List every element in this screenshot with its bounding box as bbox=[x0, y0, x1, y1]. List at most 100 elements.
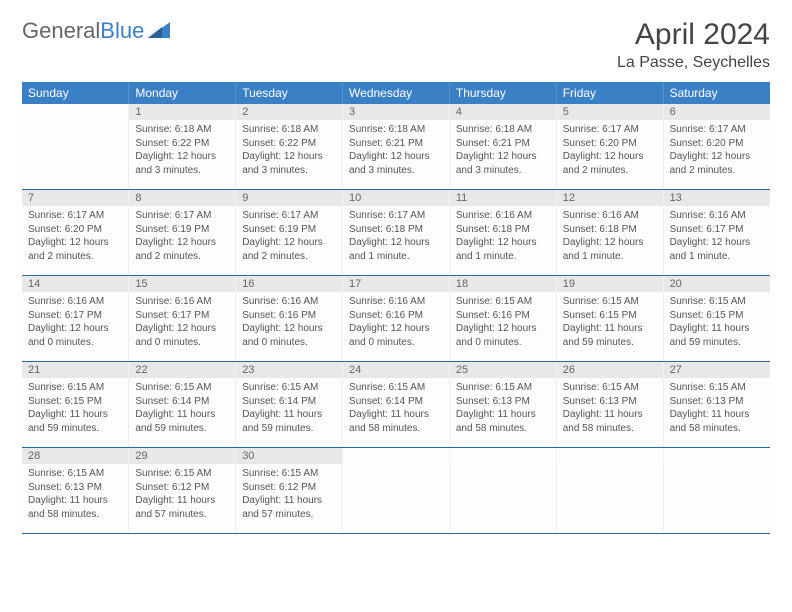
day-number: 1 bbox=[129, 104, 236, 120]
day-cell: Sunrise: 6:18 AMSunset: 6:22 PMDaylight:… bbox=[129, 120, 236, 190]
daylight-text: Daylight: 12 hours and 1 minute. bbox=[563, 236, 657, 263]
daylight-text: Daylight: 11 hours and 57 minutes. bbox=[135, 494, 229, 521]
day-number: 9 bbox=[236, 190, 343, 207]
sunrise-text: Sunrise: 6:16 AM bbox=[670, 209, 764, 223]
day-number: 22 bbox=[129, 362, 236, 379]
day-number: 21 bbox=[22, 362, 129, 379]
calendar-table: Sunday Monday Tuesday Wednesday Thursday… bbox=[22, 82, 770, 534]
sunset-text: Sunset: 6:17 PM bbox=[670, 223, 764, 237]
sunrise-text: Sunrise: 6:18 AM bbox=[135, 123, 229, 137]
day-cell: Sunrise: 6:15 AMSunset: 6:14 PMDaylight:… bbox=[129, 378, 236, 448]
sunrise-text: Sunrise: 6:15 AM bbox=[456, 381, 550, 395]
sunrise-text: Sunrise: 6:15 AM bbox=[670, 381, 764, 395]
day-cell: Sunrise: 6:16 AMSunset: 6:18 PMDaylight:… bbox=[449, 206, 556, 276]
day-number-row: 78910111213 bbox=[22, 190, 770, 207]
sunrise-text: Sunrise: 6:16 AM bbox=[456, 209, 550, 223]
day-content-row: Sunrise: 6:15 AMSunset: 6:15 PMDaylight:… bbox=[22, 378, 770, 448]
daylight-text: Daylight: 11 hours and 59 minutes. bbox=[135, 408, 229, 435]
sunset-text: Sunset: 6:17 PM bbox=[135, 309, 229, 323]
day-header: Wednesday bbox=[343, 82, 450, 104]
daylight-text: Daylight: 12 hours and 0 minutes. bbox=[242, 322, 336, 349]
day-content-row: Sunrise: 6:15 AMSunset: 6:13 PMDaylight:… bbox=[22, 464, 770, 534]
sunrise-text: Sunrise: 6:15 AM bbox=[456, 295, 550, 309]
day-number: 7 bbox=[22, 190, 129, 207]
sunrise-text: Sunrise: 6:15 AM bbox=[28, 467, 122, 481]
daylight-text: Daylight: 12 hours and 0 minutes. bbox=[456, 322, 550, 349]
day-header: Friday bbox=[556, 82, 663, 104]
daylight-text: Daylight: 11 hours and 59 minutes. bbox=[28, 408, 122, 435]
day-number: 20 bbox=[663, 276, 770, 293]
sunrise-text: Sunrise: 6:16 AM bbox=[563, 209, 657, 223]
day-number: 23 bbox=[236, 362, 343, 379]
sunset-text: Sunset: 6:14 PM bbox=[242, 395, 336, 409]
day-cell: Sunrise: 6:15 AMSunset: 6:13 PMDaylight:… bbox=[663, 378, 770, 448]
day-number: 14 bbox=[22, 276, 129, 293]
day-header: Thursday bbox=[449, 82, 556, 104]
sunset-text: Sunset: 6:17 PM bbox=[28, 309, 122, 323]
day-number bbox=[663, 448, 770, 465]
daylight-text: Daylight: 11 hours and 58 minutes. bbox=[563, 408, 657, 435]
day-cell bbox=[449, 464, 556, 534]
sunset-text: Sunset: 6:14 PM bbox=[135, 395, 229, 409]
sunset-text: Sunset: 6:22 PM bbox=[135, 137, 229, 151]
daylight-text: Daylight: 12 hours and 3 minutes. bbox=[135, 150, 229, 177]
day-cell: Sunrise: 6:16 AMSunset: 6:16 PMDaylight:… bbox=[343, 292, 450, 362]
daylight-text: Daylight: 12 hours and 1 minute. bbox=[670, 236, 764, 263]
sunrise-text: Sunrise: 6:15 AM bbox=[28, 381, 122, 395]
sunset-text: Sunset: 6:13 PM bbox=[563, 395, 657, 409]
day-number bbox=[556, 448, 663, 465]
sunrise-text: Sunrise: 6:17 AM bbox=[349, 209, 443, 223]
daylight-text: Daylight: 11 hours and 58 minutes. bbox=[456, 408, 550, 435]
day-cell: Sunrise: 6:15 AMSunset: 6:15 PMDaylight:… bbox=[22, 378, 129, 448]
daylight-text: Daylight: 12 hours and 2 minutes. bbox=[135, 236, 229, 263]
brand-logo: GeneralBlue bbox=[22, 18, 170, 44]
daylight-text: Daylight: 12 hours and 3 minutes. bbox=[456, 150, 550, 177]
daylight-text: Daylight: 12 hours and 3 minutes. bbox=[242, 150, 336, 177]
day-header: Tuesday bbox=[236, 82, 343, 104]
day-cell: Sunrise: 6:16 AMSunset: 6:17 PMDaylight:… bbox=[663, 206, 770, 276]
day-cell: Sunrise: 6:16 AMSunset: 6:17 PMDaylight:… bbox=[129, 292, 236, 362]
day-number: 13 bbox=[663, 190, 770, 207]
sunrise-text: Sunrise: 6:15 AM bbox=[349, 381, 443, 395]
sunrise-text: Sunrise: 6:17 AM bbox=[242, 209, 336, 223]
day-content-row: Sunrise: 6:17 AMSunset: 6:20 PMDaylight:… bbox=[22, 206, 770, 276]
sunrise-text: Sunrise: 6:18 AM bbox=[456, 123, 550, 137]
day-cell: Sunrise: 6:16 AMSunset: 6:17 PMDaylight:… bbox=[22, 292, 129, 362]
sunset-text: Sunset: 6:20 PM bbox=[670, 137, 764, 151]
day-number bbox=[449, 448, 556, 465]
daylight-text: Daylight: 12 hours and 2 minutes. bbox=[242, 236, 336, 263]
sunrise-text: Sunrise: 6:15 AM bbox=[135, 467, 229, 481]
sunset-text: Sunset: 6:13 PM bbox=[456, 395, 550, 409]
day-cell: Sunrise: 6:15 AMSunset: 6:16 PMDaylight:… bbox=[449, 292, 556, 362]
sunset-text: Sunset: 6:12 PM bbox=[135, 481, 229, 495]
day-cell bbox=[22, 120, 129, 190]
day-number: 10 bbox=[343, 190, 450, 207]
day-cell: Sunrise: 6:15 AMSunset: 6:15 PMDaylight:… bbox=[556, 292, 663, 362]
day-header: Sunday bbox=[22, 82, 129, 104]
day-cell: Sunrise: 6:16 AMSunset: 6:18 PMDaylight:… bbox=[556, 206, 663, 276]
sunset-text: Sunset: 6:16 PM bbox=[242, 309, 336, 323]
daylight-text: Daylight: 12 hours and 2 minutes. bbox=[28, 236, 122, 263]
sunset-text: Sunset: 6:20 PM bbox=[563, 137, 657, 151]
day-number: 24 bbox=[343, 362, 450, 379]
sunset-text: Sunset: 6:19 PM bbox=[135, 223, 229, 237]
daylight-text: Daylight: 11 hours and 58 minutes. bbox=[28, 494, 122, 521]
sunrise-text: Sunrise: 6:17 AM bbox=[135, 209, 229, 223]
sunset-text: Sunset: 6:18 PM bbox=[563, 223, 657, 237]
day-number: 30 bbox=[236, 448, 343, 465]
sunset-text: Sunset: 6:16 PM bbox=[456, 309, 550, 323]
sunset-text: Sunset: 6:16 PM bbox=[349, 309, 443, 323]
brand-part1: General bbox=[22, 18, 100, 44]
sunset-text: Sunset: 6:14 PM bbox=[349, 395, 443, 409]
day-cell: Sunrise: 6:15 AMSunset: 6:13 PMDaylight:… bbox=[449, 378, 556, 448]
daylight-text: Daylight: 11 hours and 58 minutes. bbox=[349, 408, 443, 435]
day-cell: Sunrise: 6:17 AMSunset: 6:18 PMDaylight:… bbox=[343, 206, 450, 276]
brand-part2: Blue bbox=[100, 18, 144, 44]
day-cell: Sunrise: 6:18 AMSunset: 6:21 PMDaylight:… bbox=[449, 120, 556, 190]
sunrise-text: Sunrise: 6:16 AM bbox=[349, 295, 443, 309]
day-number: 6 bbox=[663, 104, 770, 120]
sunrise-text: Sunrise: 6:18 AM bbox=[349, 123, 443, 137]
daylight-text: Daylight: 11 hours and 59 minutes. bbox=[242, 408, 336, 435]
day-content-row: Sunrise: 6:18 AMSunset: 6:22 PMDaylight:… bbox=[22, 120, 770, 190]
sunset-text: Sunset: 6:15 PM bbox=[28, 395, 122, 409]
